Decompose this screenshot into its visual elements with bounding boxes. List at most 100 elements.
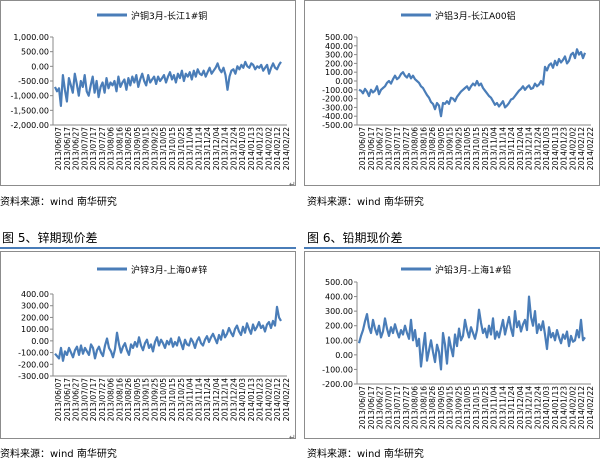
y-tick-label: 100.00 [21,325,49,334]
y-tick-label: 0.00 [335,77,353,86]
x-tick-label: 2013/10/15 [472,386,481,429]
x-tick-label: 2013/10/25 [481,127,490,170]
x-tick-label: 2013/10/05 [159,378,168,421]
x-tick-label: 2013/08/06 [411,386,420,429]
x-tick-label: 2013/07/27 [98,127,107,170]
chart-zinc-svg: 沪锌3月-上海0#锌 400.00 300.00 200.00 100.00 0.00 -1… [18,264,291,421]
y-tick-label: 200.00 [325,322,353,331]
x-tick-label: 2013/09/05 [437,386,446,429]
legend-label: 沪铅3月-上海1#铅 [435,264,511,276]
legend-label: 沪铝3月-长江A00铝 [435,10,516,22]
legend-label: 沪锌3月-上海0#锌 [131,264,207,276]
source-note-lead: 资料来源：wind 南华研究 [307,449,424,460]
x-tick-label: 2013/10/15 [472,127,481,170]
x-tick-label: 2013/08/06 [107,127,116,170]
x-tick-label: 2013/07/07 [80,378,89,421]
y-tick-label: 500.00 [325,278,353,287]
x-tick-label: 2013/07/27 [402,386,411,429]
x-tick-label: 2014/02/12 [577,386,586,429]
x-tick-label: 2013/11/14 [498,127,507,170]
x-tick-label: 2014/01/13 [551,127,560,170]
x-tick-label: 2013/11/04 [186,127,195,170]
chart-zinc: 沪锌3月-上海0#锌 400.00 300.00 200.00 100.00 0.00 -1… [0,251,296,439]
x-tick-label: 2013/07/07 [384,127,393,170]
x-tick-label: 2014/02/12 [273,127,282,170]
y-tick-label: -200.00 [322,95,353,104]
x-tick-label: 2013/11/04 [186,378,195,421]
chart-copper-svg: 沪铜3月-长江1#铜 1,000.00 500.00 0.00 -500.00 -1,00… [10,10,291,170]
x-tick-label: 2014/01/03 [542,127,551,170]
chart-aluminum: 沪铝3月-长江A00铝 500.00 400.00 300.00 200.00 100.0… [304,0,600,186]
x-tick-label: 2013/12/14 [525,127,534,170]
x-tick-label: 2013/12/14 [525,386,534,429]
x-tick-label: 2013/06/27 [72,127,81,170]
x-tick-label: 2013/07/07 [384,386,393,429]
source-note-copper: 资料来源：wind 南华研究 [0,197,117,208]
x-tick-label: 2014/01/03 [238,127,247,170]
x-tick-label: 2014/02/02 [264,127,273,170]
x-tick-label: 2013/11/14 [194,127,203,170]
legend: 沪铝3月-长江A00铝 [401,10,516,22]
y-tick-label: 400.00 [325,293,353,302]
x-tick-label: 2013/07/17 [393,127,402,170]
x-tick-label: 2013/08/26 [428,386,437,429]
x-tick-label: 2014/02/12 [577,127,586,170]
x-tick-label: 2014/01/03 [238,378,247,421]
legend: 沪铜3月-长江1#铜 [97,10,207,22]
figure-6-caption-rule [304,247,600,249]
y-tick-label: -500.00 [18,77,49,86]
x-tick-label: 2013/09/05 [133,378,142,421]
x-tick-label: 2014/02/12 [273,378,282,421]
x-tick-label: 2013/09/15 [446,386,455,429]
x-tick-label: 2013/06/07 [54,127,63,170]
y-tick-label: -200.00 [322,380,353,389]
x-tick-label: 2013/09/05 [133,127,142,170]
corner-mark-zinc: ↵ [289,433,296,442]
x-tick-label: 2013/08/16 [419,127,428,170]
y-tick-label: 200.00 [21,313,49,322]
figure-5-caption-rule [0,247,296,249]
x-tick-label: 2014/02/22 [282,378,291,421]
x-tick-label: 2013/06/17 [63,378,72,421]
x-tick-label: 2014/01/03 [542,386,551,429]
x-tick-label: 2013/06/27 [376,127,385,170]
y-tick-label: 300.00 [325,51,353,60]
chart-lead-svg: 沪铅3月-上海1#铅 500.00 400.00 300.00 200.00 100.00… [322,264,595,429]
x-tick-label: 2014/01/23 [560,127,569,170]
y-tick-label: 1,000.00 [13,33,49,42]
series-line [54,305,282,362]
x-tick-label: 2013/08/06 [107,378,116,421]
x-tick-label: 2013/11/14 [194,378,203,421]
y-tick-label: -100.00 [322,365,353,374]
y-tick-label: -1,000.00 [10,92,49,101]
x-tick-label: 2013/09/25 [454,386,463,429]
x-tick-label: 2014/02/22 [586,127,595,170]
x-tick-label: 2013/07/27 [402,127,411,170]
x-tick-label: 2014/01/23 [256,378,265,421]
x-tick-label: 2014/01/13 [247,378,256,421]
x-tick-label: 2014/01/23 [256,127,265,170]
x-tick-label: 2013/08/26 [124,127,133,170]
x-tick-label: 2013/10/15 [168,127,177,170]
x-tick-label: 2013/10/15 [168,378,177,421]
series-line [357,295,586,371]
x-tick-label: 2013/07/17 [89,378,98,421]
legend: 沪锌3月-上海0#锌 [97,264,207,276]
x-tick-label: 2013/09/15 [446,127,455,170]
x-tick-label: 2013/10/25 [177,127,186,170]
source-note-aluminum: 资料来源：wind 南华研究 [307,197,424,208]
y-tick-label: -400.00 [322,112,353,121]
source-note-zinc: 资料来源：wind 南华研究 [0,449,117,460]
x-tick-label: 2013/06/17 [367,386,376,429]
chart-copper: 沪铜3月-长江1#铜 1,000.00 500.00 0.00 -500.00 -1,00… [0,0,296,186]
x-tick-label: 2013/11/24 [507,127,516,170]
x-tick-label: 2014/01/23 [560,386,569,429]
x-tick-label: 2013/12/24 [533,127,542,170]
x-tick-label: 2013/11/04 [490,127,499,170]
y-tick-label: 500.00 [325,33,353,42]
figure-6-caption: 图 6、铅期现价差 [307,231,403,245]
x-tick-label: 2013/08/16 [115,378,124,421]
y-tick-label: 400.00 [21,290,49,299]
x-tick-label: 2013/08/16 [419,386,428,429]
x-tick-label: 2013/11/14 [498,386,507,429]
